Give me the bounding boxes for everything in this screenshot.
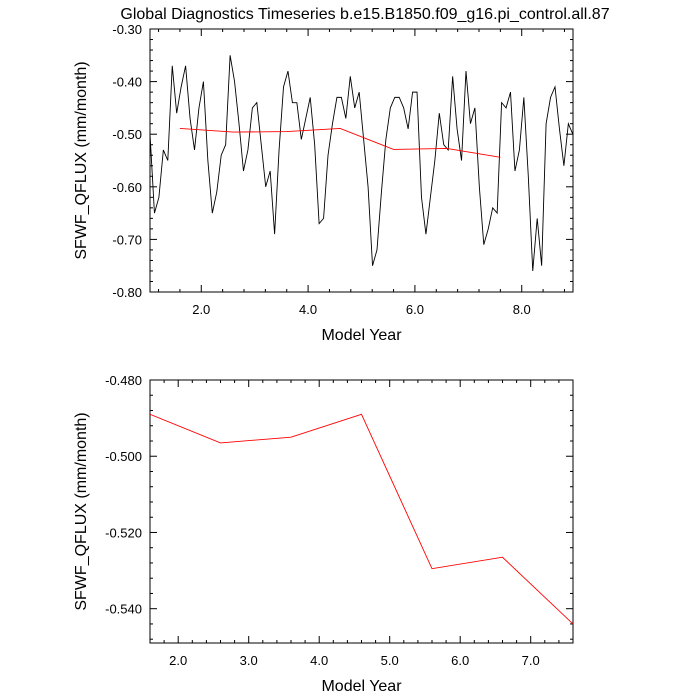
top-series-monthly-line [150, 55, 573, 271]
chart-title: Global Diagnostics Timeseries b.e15.B185… [120, 6, 609, 23]
bottom-y-axis-label: SFWF_QFLUX (mm/month) [73, 412, 90, 610]
bottom-series-annual-line [150, 413, 573, 625]
top-y-axis-label: SFWF_QFLUX (mm/month) [73, 61, 90, 259]
top-plot-frame [149, 28, 574, 293]
top-x-axis-label: Model Year [321, 327, 402, 344]
top-x-tick-label: 6.0 [406, 302, 424, 317]
top-x-tick-label: 2.0 [192, 302, 210, 317]
bottom-x-axis-label: Model Year [321, 678, 402, 695]
bottom-x-tick-label: 6.0 [451, 653, 469, 668]
bottom-x-tick-label: 3.0 [240, 653, 258, 668]
bottom-x-tick-label: 5.0 [381, 653, 399, 668]
top-y-tick-label: -0.40 [112, 75, 142, 90]
top-x-tick-label: 8.0 [513, 302, 531, 317]
top-y-tick-label: -0.70 [112, 232, 142, 247]
bottom-y-tick-label: -0.480 [105, 373, 142, 388]
top-series-annual-line [179, 127, 501, 158]
top-panel: 2.0 4.0 6.0 8.0 -0.30 -0.40 -0.50 -0.60 -0.70 -0.… [73, 22, 574, 344]
top-y-tick-label: -0.30 [112, 22, 142, 37]
top-y-tick-label: -0.80 [112, 285, 142, 300]
top-x-tick-label: 4.0 [299, 302, 317, 317]
bottom-panel: 2.0 3.0 4.0 5.0 6.0 7.0 -0.480 -0.500 -0.520 -0.5… [73, 373, 574, 695]
bottom-y-tick-label: -0.520 [105, 525, 142, 540]
top-y-tick-label: -0.60 [112, 180, 142, 195]
bottom-y-tick-label: -0.540 [105, 602, 142, 617]
bottom-x-tick-label: 2.0 [169, 653, 187, 668]
bottom-y-tick-label: -0.500 [105, 449, 142, 464]
top-y-tick-label: -0.50 [112, 127, 142, 142]
bottom-x-tick-label: 4.0 [310, 653, 328, 668]
bottom-x-tick-label: 7.0 [522, 653, 540, 668]
bottom-plot-frame [149, 379, 574, 644]
